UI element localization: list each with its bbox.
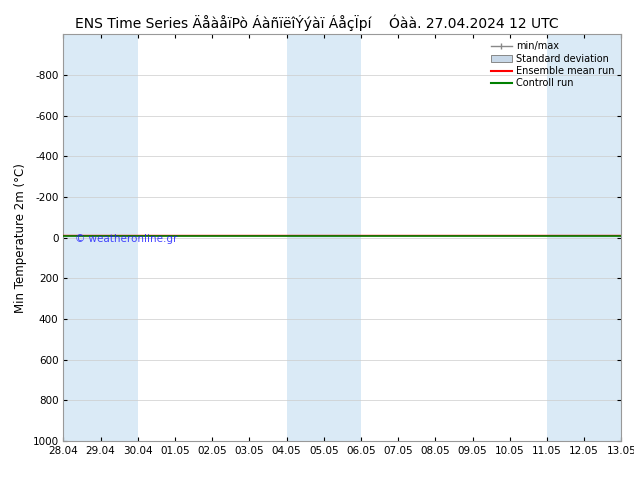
Bar xyxy=(101,34,138,441)
Bar xyxy=(547,34,584,441)
Y-axis label: Min Temperature 2m (°C): Min Temperature 2m (°C) xyxy=(14,163,27,313)
Bar xyxy=(63,34,101,441)
Text: ENS Time Series ÄåàåïPò ÁàñïëîÝýàï ÁåçÏpí    Óàà. 27.04.2024 12 UTC: ENS Time Series ÄåàåïPò ÁàñïëîÝýàï ÁåçÏp… xyxy=(75,15,559,31)
Bar xyxy=(584,34,621,441)
Bar xyxy=(324,34,361,441)
Bar xyxy=(287,34,324,441)
Text: © weatheronline.gr: © weatheronline.gr xyxy=(75,234,177,244)
Legend: min/max, Standard deviation, Ensemble mean run, Controll run: min/max, Standard deviation, Ensemble me… xyxy=(489,39,616,90)
